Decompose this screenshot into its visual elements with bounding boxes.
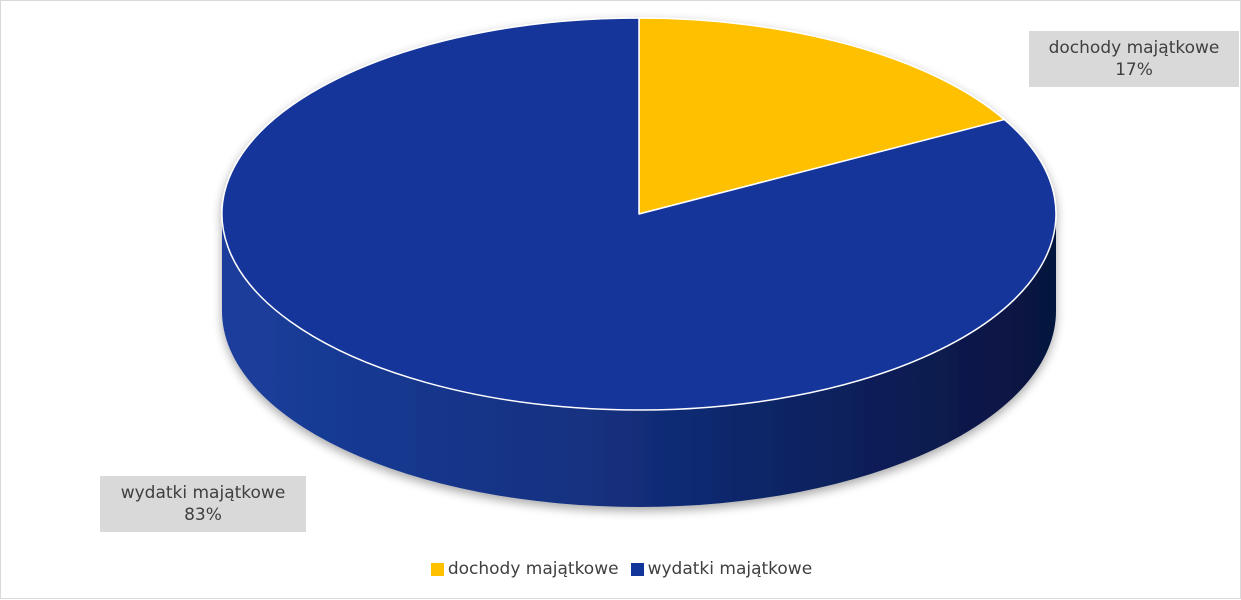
data-label-name: dochody majątkowe [1048, 38, 1220, 58]
data-label-value: 83% [184, 505, 222, 525]
legend-item-dochody: dochody majątkowe [430, 559, 619, 579]
data-label-dochody: dochody majątkowe 17% [1029, 31, 1239, 87]
legend: dochody majątkowe wydatki majątkowe [1, 559, 1241, 579]
legend-swatch [430, 562, 444, 576]
data-label-name: wydatki majątkowe [120, 483, 286, 503]
pie-slice-1 [221, 17, 1057, 411]
legend-label: wydatki majątkowe [647, 559, 813, 579]
legend-label: dochody majątkowe [447, 559, 619, 579]
legend-item-wydatki: wydatki majątkowe [630, 559, 813, 579]
pie-side-wall [222, 214, 1056, 507]
legend-swatch [630, 562, 644, 576]
data-label-value: 17% [1115, 60, 1153, 80]
pie-slice-0 [638, 17, 1006, 215]
data-label-wydatki: wydatki majątkowe 83% [100, 476, 306, 532]
